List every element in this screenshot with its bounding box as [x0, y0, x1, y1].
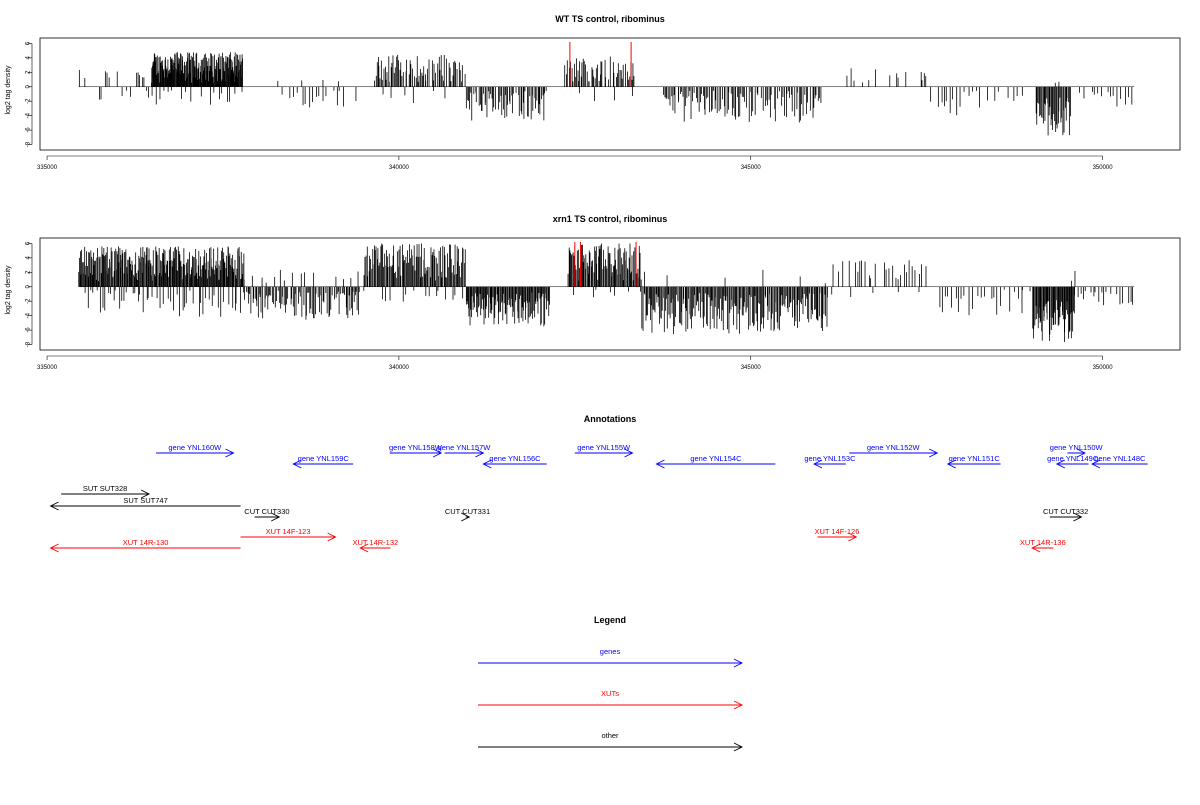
annotations-title: Annotations [584, 414, 637, 424]
annotation-label: gene YNL151C [949, 454, 1001, 463]
annotation-arrow [817, 532, 858, 542]
annotation-label: gene YNL158W [389, 443, 443, 452]
panel-wt-axes: -8 -6 -4 -2 0 2 4 6 335000 340000 345000 350000 [26, 41, 1114, 171]
annotation-arrow [49, 501, 241, 511]
y-tick-label: -2 [26, 98, 32, 104]
annotation-label: gene YNL154C [690, 454, 742, 463]
annotation-arrow [1055, 459, 1089, 469]
annotation-label: gene YNL148C [1094, 454, 1146, 463]
annotation-arrow [254, 512, 281, 522]
annotation-arrow [574, 448, 634, 458]
annotation-arrow [389, 448, 443, 458]
annotation-label: XUT 14R-136 [1020, 538, 1066, 547]
panel-wt: WT TS control, ribominus log2 tag densit… [5, 14, 1181, 171]
y-tick-label: 2 [26, 70, 32, 74]
annotation-label: gene YNL152W [867, 443, 921, 452]
x-tick-label: 340000 [389, 165, 410, 171]
annotation-label: CUT CUT331 [445, 507, 490, 516]
annotation-label: gene YNL150W [1050, 443, 1104, 452]
annotation-label: SUT SUT747 [123, 496, 167, 505]
annotation-label: gene YNL153C [804, 454, 856, 463]
y-tick-label: 6 [26, 241, 32, 245]
x-tick-label: 335000 [37, 365, 58, 371]
x-tick-label: 335000 [37, 165, 58, 171]
y-tick-label: -2 [26, 298, 32, 304]
annotation-arrow [292, 459, 354, 469]
annotation-arrow [1049, 512, 1083, 522]
annotation-arrow [655, 459, 776, 469]
legend-arrow-other [478, 742, 744, 752]
annotation-label: CUT CUT332 [1043, 507, 1088, 516]
y-tick-label: 4 [26, 256, 32, 260]
y-tick-label: -4 [26, 312, 32, 318]
annotation-label: gene YNL156C [489, 454, 541, 463]
annotation-label: SUT SUT328 [83, 484, 127, 493]
legend-title: Legend [594, 615, 626, 625]
annotation-label: gene YNL157W [438, 443, 492, 452]
y-tick-label: 2 [26, 270, 32, 274]
annotation-arrow [482, 459, 547, 469]
annotation-label: XUT 14R-132 [352, 538, 398, 547]
annotation-arrow [849, 448, 939, 458]
annotation-arrow [156, 448, 235, 458]
annotation-arrow [61, 489, 151, 499]
legend-label-gene: genes [600, 647, 621, 656]
panel-wt-title: WT TS control, ribominus [555, 14, 665, 24]
legend-arrow-xut [478, 700, 744, 710]
legend-label-other: other [601, 731, 619, 740]
legend-items: genes XUTs other [478, 647, 744, 752]
x-tick-label: 345000 [741, 365, 762, 371]
annotation-label: XUT 14R-130 [123, 538, 169, 547]
legend: Legend genes XUTs other [478, 615, 744, 752]
panel-xrn1-ylabel: log2 tag density [5, 265, 12, 315]
y-tick-label: 0 [26, 284, 32, 288]
y-tick-label: -6 [26, 127, 32, 133]
panel-wt-frame [39, 37, 1181, 151]
legend-arrow-gene [478, 658, 744, 668]
annotation-arrow [359, 543, 391, 553]
panel-wt-bars [78, 42, 1135, 136]
annotation-label: XUT 14F-123 [266, 527, 311, 536]
annotation-arrow [444, 448, 485, 458]
legend-label-xut: XUTs [601, 689, 619, 698]
annotation-label: XUT 14F-126 [814, 527, 859, 536]
annotation-arrow [1091, 459, 1148, 469]
panel-xrn1-axes: -8 -6 -4 -2 0 2 4 6 335000 340000 345000 350000 [26, 241, 1114, 371]
panel-xrn1: xrn1 TS control, ribominus log2 tag dens… [5, 214, 1181, 371]
annotation-arrow [946, 459, 1001, 469]
y-tick-label: -8 [26, 141, 32, 147]
x-tick-label: 340000 [389, 365, 410, 371]
y-tick-label: 0 [26, 84, 32, 88]
x-tick-label: 350000 [1093, 365, 1114, 371]
x-tick-label: 345000 [741, 165, 762, 171]
annotation-label: gene YNL160W [168, 443, 222, 452]
panel-xrn1-bars [78, 242, 1135, 342]
panel-xrn1-frame [39, 237, 1181, 351]
annotation-arrow [461, 512, 471, 522]
annotation-label: gene YNL159C [298, 454, 350, 463]
annotation-label: gene YNL149C [1047, 454, 1099, 463]
y-tick-label: 6 [26, 41, 32, 45]
y-tick-label: -4 [26, 112, 32, 118]
annotations-panel: Annotations gene YNL160W gene YNL159C gene… [49, 414, 1148, 553]
x-tick-label: 350000 [1093, 165, 1114, 171]
y-tick-label: -8 [26, 341, 32, 347]
y-tick-label: 4 [26, 56, 32, 60]
annotation-label: gene YNL155W [577, 443, 631, 452]
annotation-arrow [240, 532, 337, 542]
annotation-arrow [49, 543, 241, 553]
annotation-arrow [1067, 448, 1087, 458]
panel-xrn1-title: xrn1 TS control, ribominus [553, 214, 668, 224]
annotation-arrow [813, 459, 846, 469]
y-tick-label: -6 [26, 327, 32, 333]
annotation-arrow [1031, 543, 1054, 553]
annotation-label: CUT CUT330 [244, 507, 289, 516]
panel-wt-ylabel: log2 tag density [5, 65, 12, 115]
